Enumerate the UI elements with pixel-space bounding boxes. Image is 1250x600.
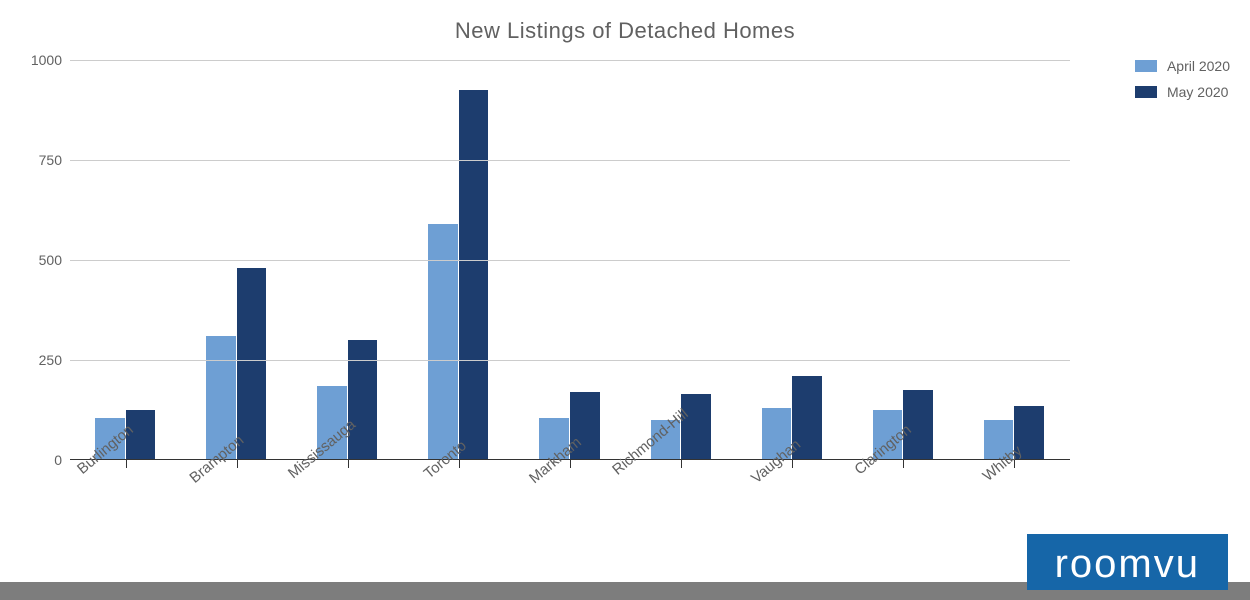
- chart-title: New Listings of Detached Homes: [0, 18, 1250, 44]
- grid-line: [70, 60, 1070, 61]
- plot-area: 02505007501000BurlingtonBramptonMississa…: [70, 60, 1070, 460]
- y-tick-label: 0: [12, 452, 70, 468]
- x-tick: [903, 460, 904, 468]
- bar: [681, 394, 711, 460]
- legend-item: April 2020: [1135, 58, 1230, 74]
- legend-swatch: [1135, 60, 1157, 72]
- grid-line: [70, 360, 1070, 361]
- legend-label: May 2020: [1167, 84, 1228, 100]
- y-tick-label: 250: [12, 352, 70, 368]
- grid-line: [70, 160, 1070, 161]
- x-tick: [570, 460, 571, 468]
- grid-line: [70, 260, 1070, 261]
- y-tick-label: 500: [12, 252, 70, 268]
- x-tick: [126, 460, 127, 468]
- brand-logo: roomvu: [1027, 534, 1228, 590]
- bar: [459, 90, 489, 460]
- x-tick: [348, 460, 349, 468]
- x-tick: [792, 460, 793, 468]
- legend-label: April 2020: [1167, 58, 1230, 74]
- legend-swatch: [1135, 86, 1157, 98]
- x-tick: [459, 460, 460, 468]
- legend: April 2020 May 2020: [1135, 58, 1230, 110]
- y-tick-label: 1000: [12, 52, 70, 68]
- x-tick: [237, 460, 238, 468]
- x-tick: [681, 460, 682, 468]
- y-tick-label: 750: [12, 152, 70, 168]
- chart-container: New Listings of Detached Homes April 202…: [0, 0, 1250, 600]
- legend-item: May 2020: [1135, 84, 1230, 100]
- bar: [348, 340, 378, 460]
- bar: [237, 268, 267, 460]
